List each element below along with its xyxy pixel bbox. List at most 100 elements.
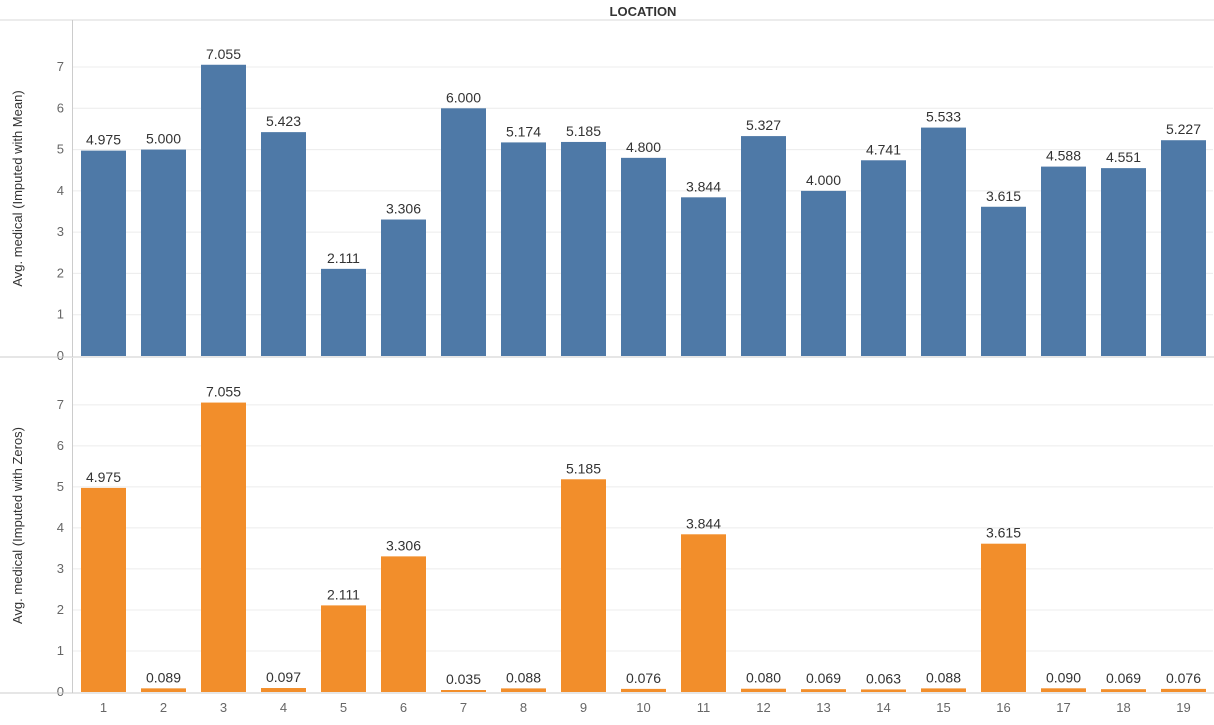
y-tick-label: 4 xyxy=(57,183,64,198)
bar-1 xyxy=(81,150,126,356)
x-tick-label-15: 15 xyxy=(936,700,950,715)
data-label-14: 4.741 xyxy=(866,141,901,157)
data-label-5: 2.111 xyxy=(327,250,360,266)
x-tick-label-7: 7 xyxy=(460,700,467,715)
bar-10 xyxy=(621,157,666,356)
bar-7 xyxy=(441,108,486,356)
bar-13 xyxy=(801,689,846,692)
bar-3 xyxy=(201,402,246,692)
bar-11 xyxy=(681,197,726,356)
data-label-1: 4.975 xyxy=(86,469,121,485)
data-label-15: 0.088 xyxy=(926,669,961,685)
x-tick-label-11: 11 xyxy=(697,700,711,715)
data-label-8: 0.088 xyxy=(506,669,541,685)
data-label-17: 0.090 xyxy=(1046,669,1081,685)
data-label-2: 5.000 xyxy=(146,131,181,147)
data-label-6: 3.306 xyxy=(386,537,421,553)
bar-1 xyxy=(81,487,126,692)
data-label-11: 3.844 xyxy=(686,515,721,531)
data-label-18: 4.551 xyxy=(1106,149,1141,165)
x-tick-label-17: 17 xyxy=(1056,700,1070,715)
x-tick-label-1: 1 xyxy=(100,700,107,715)
y-tick-label: 4 xyxy=(57,520,64,535)
x-tick-label-8: 8 xyxy=(520,700,527,715)
data-label-9: 5.185 xyxy=(566,460,601,476)
bar-4 xyxy=(261,132,306,356)
bar-3 xyxy=(201,64,246,356)
bar-19 xyxy=(1161,688,1206,692)
data-label-7: 0.035 xyxy=(446,671,481,687)
bar-5 xyxy=(321,268,366,356)
y-tick-label: 2 xyxy=(57,602,64,617)
y-tick-label: 0 xyxy=(57,348,64,363)
bar-16 xyxy=(981,206,1026,356)
bar-18 xyxy=(1101,689,1146,692)
data-label-6: 3.306 xyxy=(386,201,421,217)
data-label-19: 0.076 xyxy=(1166,670,1201,686)
y-tick-label: 0 xyxy=(57,684,64,699)
y-axis-label: Avg. medical (Imputed with Zeros) xyxy=(10,427,25,624)
data-label-7: 6.000 xyxy=(446,89,481,105)
data-label-14: 0.063 xyxy=(866,670,901,686)
bar-2 xyxy=(141,149,186,356)
data-label-17: 4.588 xyxy=(1046,148,1081,164)
x-tick-label-19: 19 xyxy=(1176,700,1190,715)
y-tick-label: 5 xyxy=(57,142,64,157)
x-tick-label-18: 18 xyxy=(1116,700,1130,715)
y-tick-label: 1 xyxy=(57,307,64,322)
bar-9 xyxy=(561,141,606,356)
y-tick-label: 5 xyxy=(57,479,64,494)
y-tick-label: 2 xyxy=(57,265,64,280)
x-tick-label-9: 9 xyxy=(580,700,587,715)
bar-7 xyxy=(441,690,486,692)
y-axis-label: Avg. medical (Imputed with Mean) xyxy=(10,90,25,286)
data-label-3: 7.055 xyxy=(206,384,241,400)
data-label-12: 5.327 xyxy=(746,117,781,133)
bar-6 xyxy=(381,219,426,356)
bar-4 xyxy=(261,688,306,692)
x-tick-label-2: 2 xyxy=(160,700,167,715)
y-tick-label: 6 xyxy=(57,438,64,453)
bar-16 xyxy=(981,543,1026,692)
data-label-16: 3.615 xyxy=(986,525,1021,541)
data-label-8: 5.174 xyxy=(506,123,541,139)
chart-title: LOCATION xyxy=(610,4,677,19)
panel-1: 0 1 2 3 4 5 6 7 Avg. medical (Imputed with Mean)… xyxy=(0,20,1214,363)
data-label-1: 4.975 xyxy=(86,132,121,148)
x-tick-label-13: 13 xyxy=(816,700,830,715)
data-label-4: 0.097 xyxy=(266,669,301,685)
data-label-13: 4.000 xyxy=(806,172,841,188)
y-tick-label: 1 xyxy=(57,643,64,658)
data-label-12: 0.080 xyxy=(746,670,781,686)
y-tick-label: 3 xyxy=(57,224,64,239)
data-label-9: 5.185 xyxy=(566,123,601,139)
bar-5 xyxy=(321,605,366,692)
bar-19 xyxy=(1161,140,1206,356)
bar-12 xyxy=(741,136,786,356)
x-tick-label-4: 4 xyxy=(280,700,287,715)
data-label-15: 5.533 xyxy=(926,109,961,125)
bar-12 xyxy=(741,688,786,692)
x-tick-label-10: 10 xyxy=(636,700,650,715)
bar-8 xyxy=(501,142,546,356)
y-tick-label: 3 xyxy=(57,561,64,576)
data-label-4: 5.423 xyxy=(266,113,301,129)
bar-8 xyxy=(501,688,546,692)
x-tick-label-6: 6 xyxy=(400,700,407,715)
data-label-5: 2.111 xyxy=(327,586,360,602)
y-tick-label: 6 xyxy=(57,100,64,115)
bar-18 xyxy=(1101,168,1146,356)
data-label-19: 5.227 xyxy=(1166,121,1201,137)
bar-10 xyxy=(621,688,666,692)
data-label-3: 7.055 xyxy=(206,46,241,62)
bar-11 xyxy=(681,534,726,692)
x-tick-label-12: 12 xyxy=(756,700,770,715)
x-tick-label-16: 16 xyxy=(996,700,1010,715)
bar-17 xyxy=(1041,688,1086,692)
x-tick-label-5: 5 xyxy=(340,700,347,715)
data-label-13: 0.069 xyxy=(806,670,841,686)
panel-2: 0 1 2 3 4 5 6 7 Avg. medical (Imputed with Zeros… xyxy=(0,358,1214,699)
bar-6 xyxy=(381,556,426,692)
